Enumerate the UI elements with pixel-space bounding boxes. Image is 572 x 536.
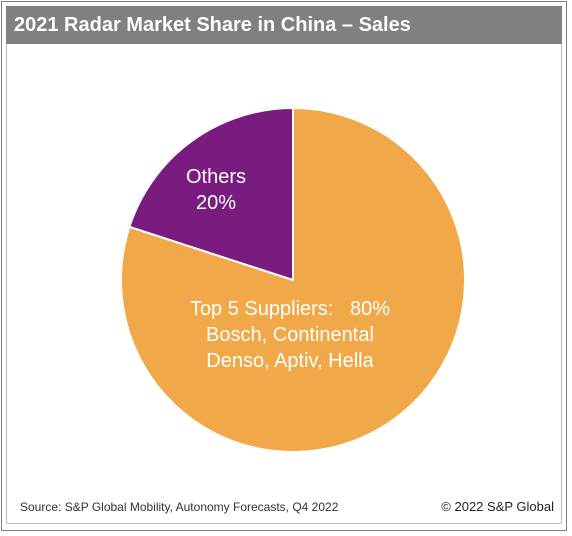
chart-title: 2021 Radar Market Share in China – Sales	[6, 6, 562, 44]
pie-label-top-5-suppliers: Top 5 Suppliers: 80% Bosch, Continental De…	[190, 298, 390, 372]
pie-slices	[120, 106, 467, 453]
pie-slice-others	[128, 106, 294, 282]
pie-label-line: 20%	[196, 192, 236, 214]
pie-label-line: Denso, Aptiv, Hella	[206, 350, 374, 372]
pie-label-others: Others 20%	[186, 166, 246, 214]
copyright-note: © 2022 S&P Global	[441, 499, 554, 514]
source-note: Source: S&P Global Mobility, Autonomy Fo…	[20, 500, 339, 514]
pie-label-line: Top 5 Suppliers: 80%	[190, 298, 390, 320]
pie-labels: Top 5 Suppliers: 80% Bosch, Continental De…	[186, 166, 390, 372]
pie-label-line: Bosch, Continental	[206, 324, 374, 346]
pie-label-line: Others	[186, 166, 246, 188]
chart-area	[6, 44, 562, 524]
